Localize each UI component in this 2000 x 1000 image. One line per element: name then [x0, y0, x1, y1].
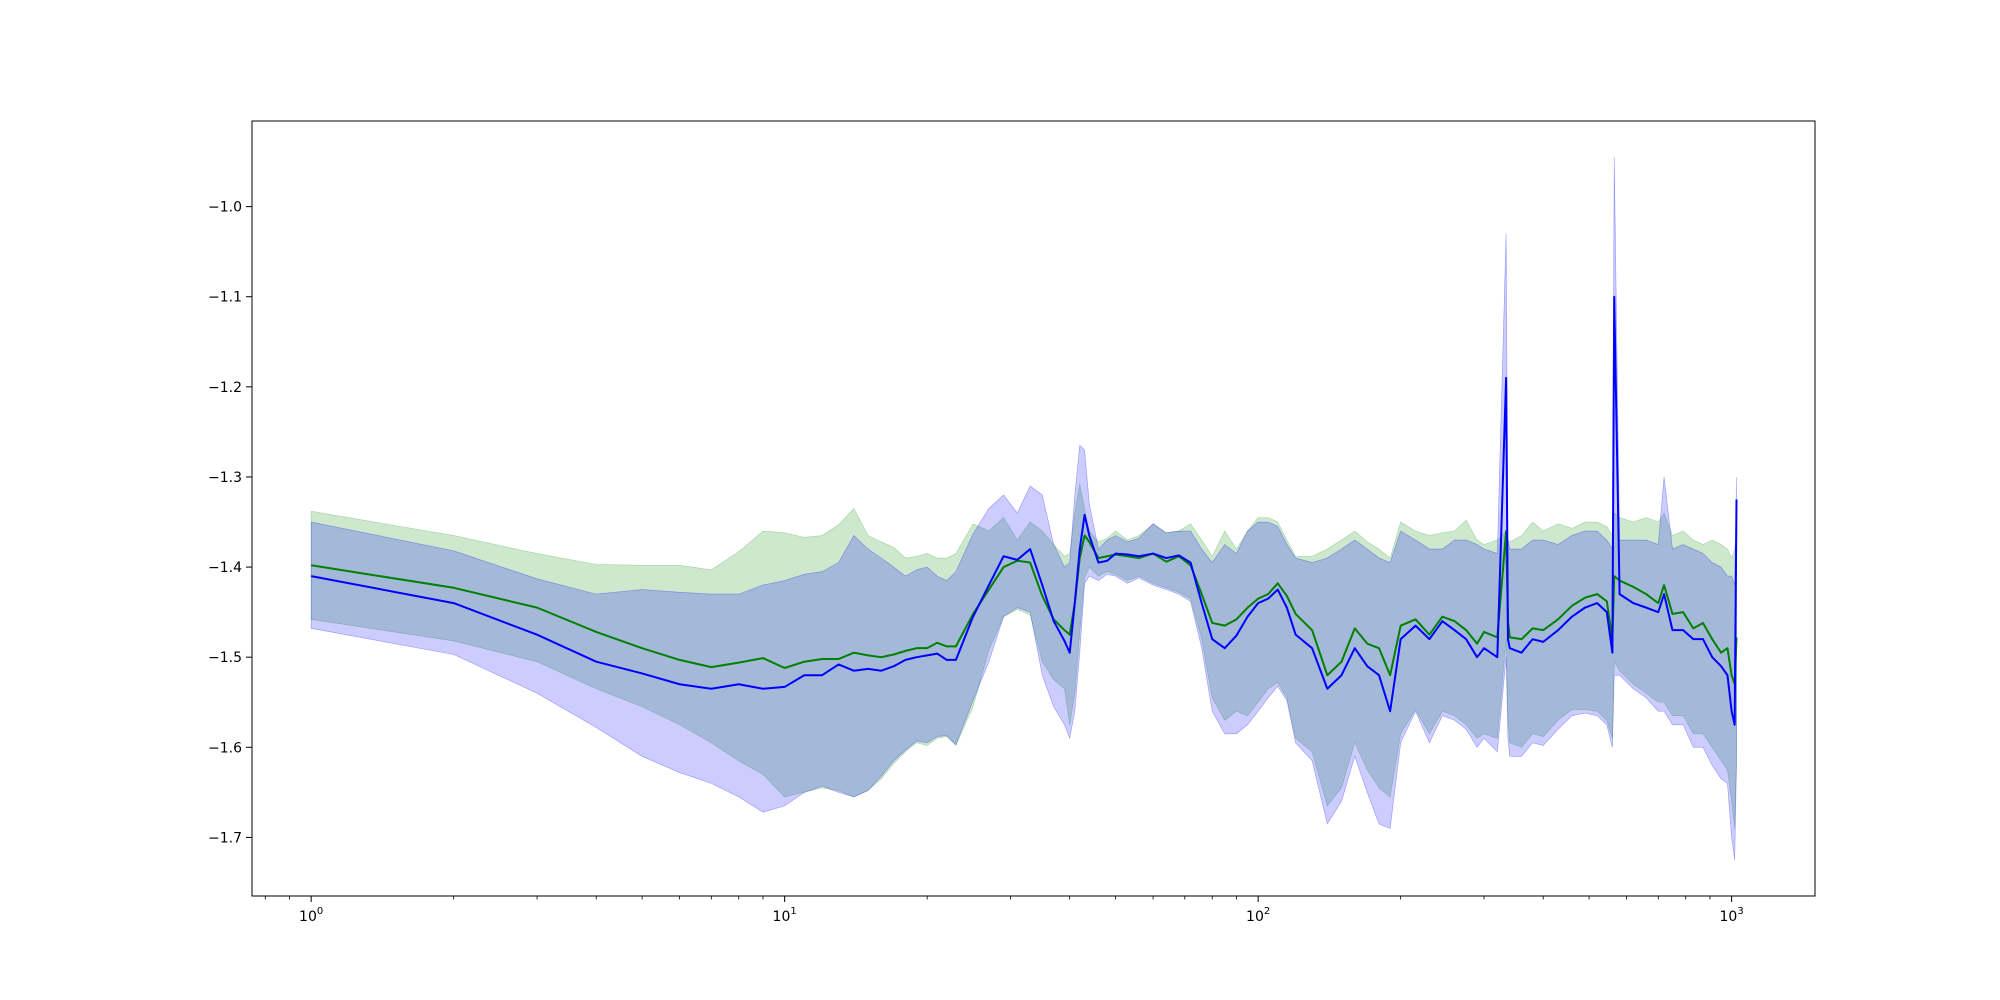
confidence-bands	[310, 157, 1737, 860]
x-tick-label: 103	[1720, 906, 1744, 925]
band-series-2	[310, 157, 1737, 860]
y-tick-label: −1.6	[208, 740, 242, 756]
y-tick-label: −1.7	[208, 830, 242, 846]
y-tick-label: −1.0	[208, 200, 242, 216]
y-tick-label: −1.3	[208, 470, 242, 486]
y-tick-label: −1.2	[208, 380, 242, 396]
x-tick-label: 101	[773, 906, 797, 925]
x-axis: 100 101 102 103	[264, 896, 1744, 925]
y-tick-label: −1.5	[208, 650, 242, 666]
band-series-1	[310, 484, 1737, 829]
line-series-1	[311, 530, 1738, 686]
y-axis: −1.7 −1.6 −1.5 −1.4 −1.3 −1.2 −1.1 −1.0	[208, 200, 252, 846]
x-tick-label: 100	[299, 906, 323, 925]
y-tick-label: −1.4	[208, 560, 242, 576]
plot-frame	[251, 120, 1816, 897]
x-tick-label: 102	[1246, 906, 1270, 925]
line-series-2	[310, 295, 1738, 726]
y-tick-label: −1.1	[208, 290, 242, 306]
series-lines	[310, 295, 1738, 726]
